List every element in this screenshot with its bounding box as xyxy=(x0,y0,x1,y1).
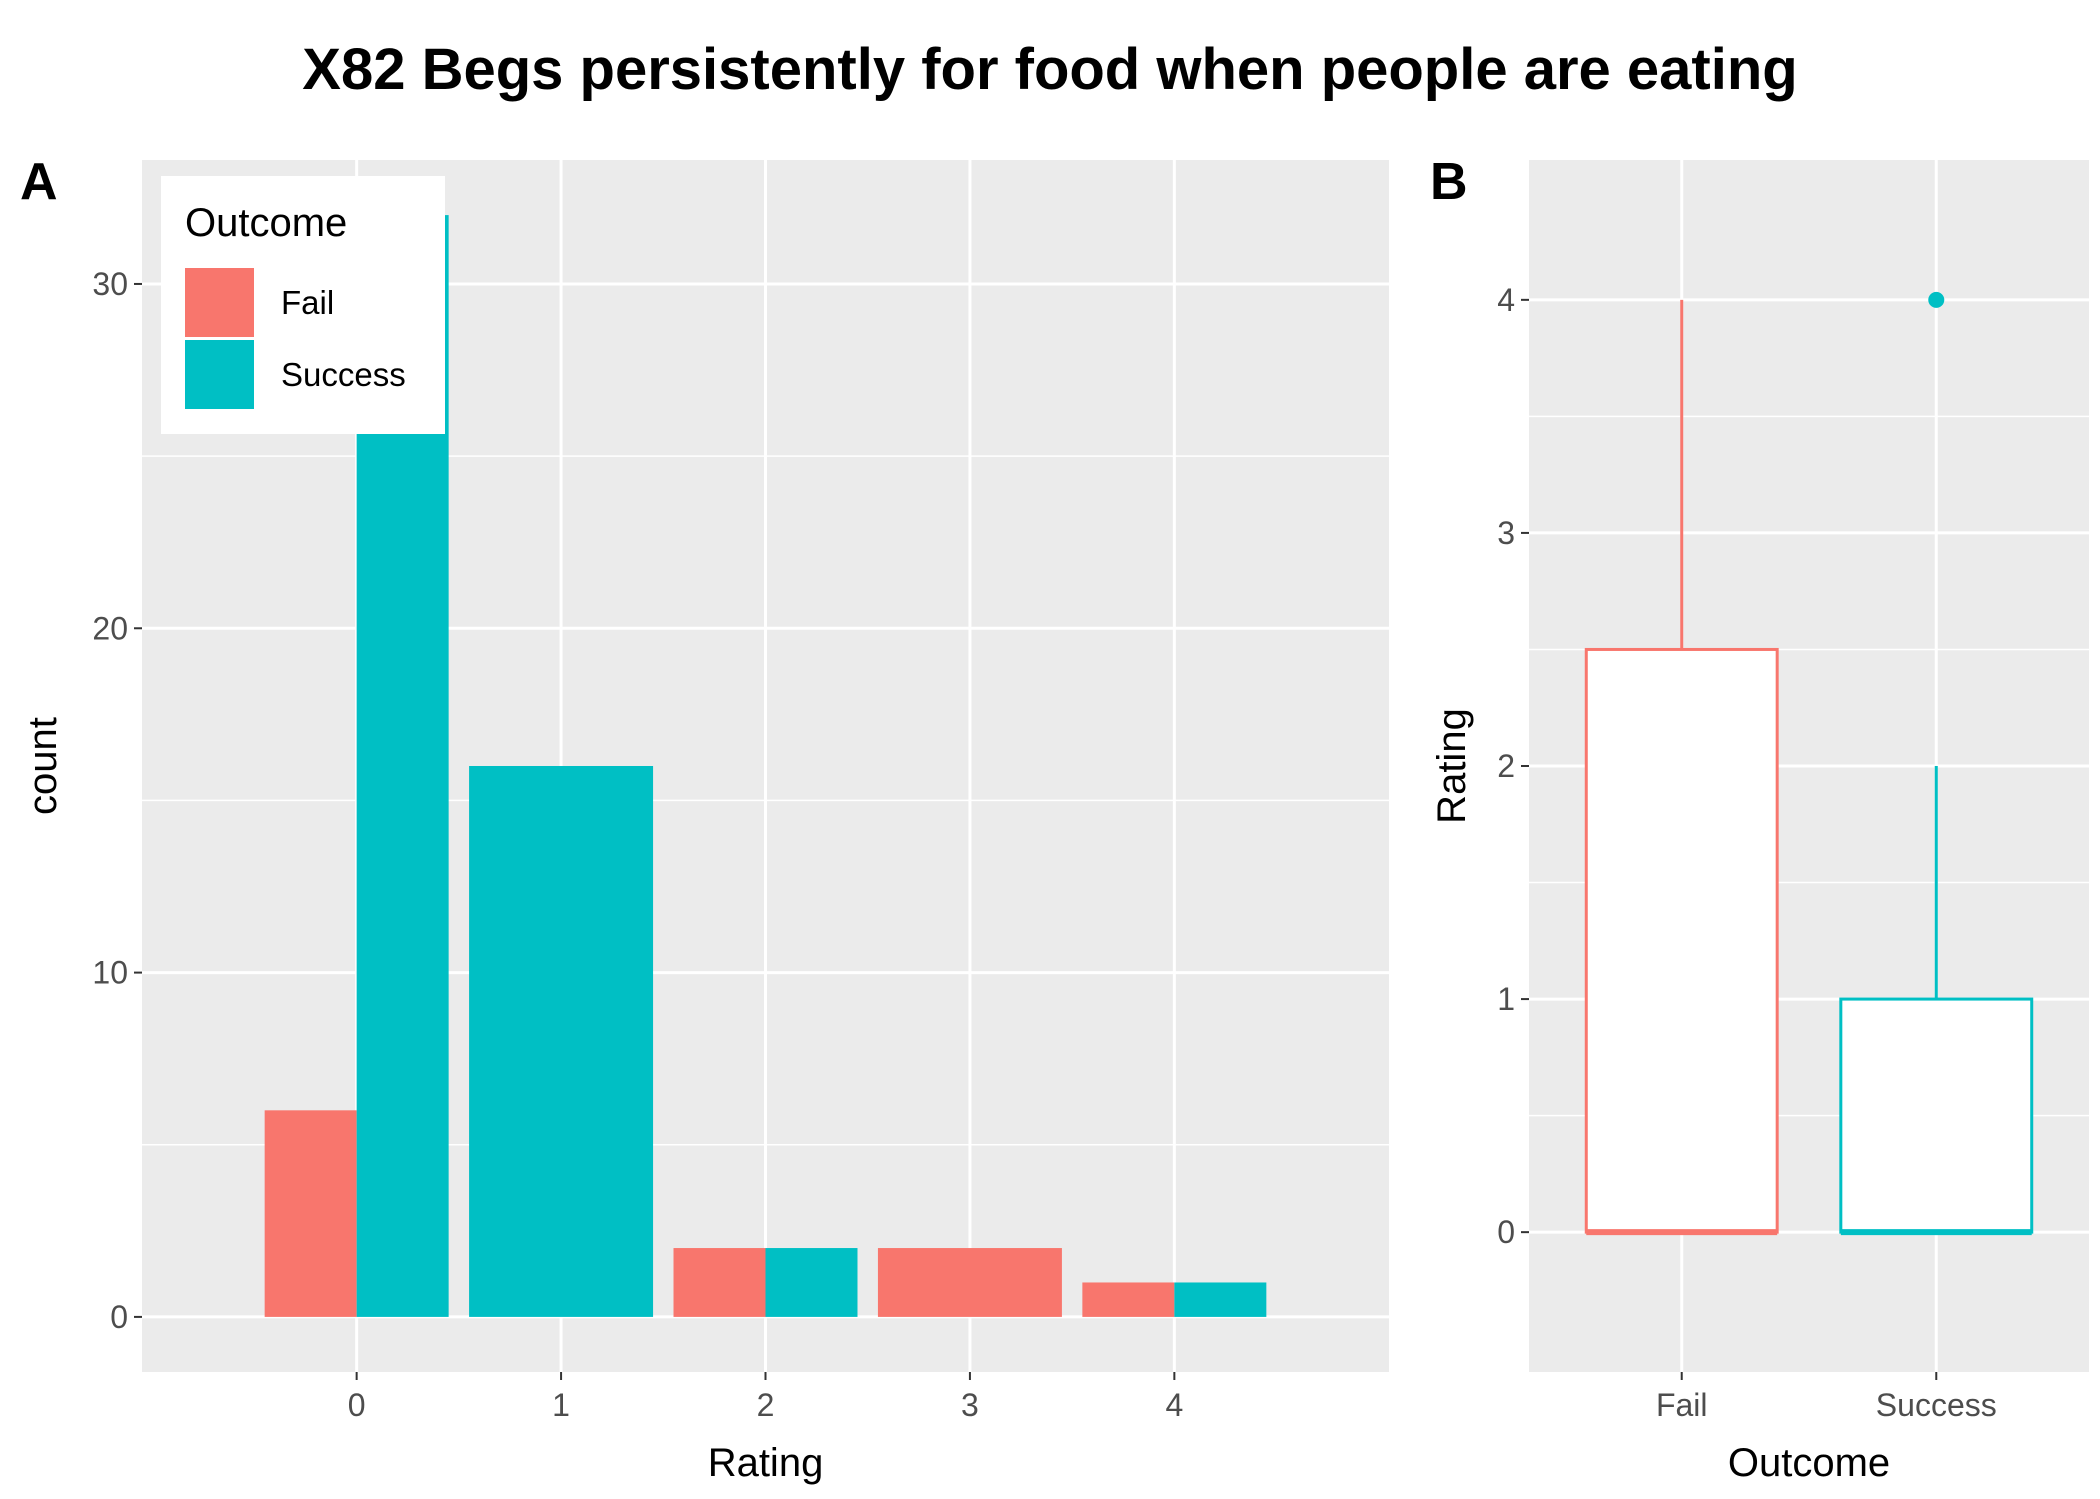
bar-success-rating-2 xyxy=(765,1248,858,1317)
boxplot-success-box xyxy=(1839,997,2034,1234)
panel-a-y-axis-title: count xyxy=(21,717,65,815)
bar-success-rating-4 xyxy=(1174,1282,1267,1317)
panel-a-x-tick-label: 2 xyxy=(757,1387,775,1423)
panel-b-x-tick-label: Success xyxy=(1876,1387,1997,1423)
legend-key-success xyxy=(185,340,254,409)
bar-success-rating-1 xyxy=(469,766,654,1317)
panel-a-y-tick-label: 30 xyxy=(92,266,128,302)
legend-label-success: Success xyxy=(281,356,406,393)
panel-a-x-tick-label: 0 xyxy=(348,1387,366,1423)
panel-a-label: A xyxy=(20,153,58,211)
panel-a-bar-chart: 0 10 20 30 0 1 2 3 4 Rating count Outcome Fail Succes… xyxy=(21,160,1389,1485)
panel-a-x-tick-label: 4 xyxy=(1165,1387,1183,1423)
panel-b-boxplot: 0 1 2 3 4 Fail Success Outcome Rating xyxy=(1430,160,2089,1485)
bar-fail-rating-4 xyxy=(1082,1282,1175,1317)
legend-key-fail xyxy=(185,268,254,337)
panel-b-y-tick-label: 1 xyxy=(1497,981,1515,1017)
panel-b-y-tick-label: 3 xyxy=(1497,515,1515,551)
bar-fail-rating-3 xyxy=(877,1248,1062,1317)
panel-a-x-axis-title: Rating xyxy=(708,1441,824,1485)
panel-b-y-tick-label: 0 xyxy=(1497,1214,1515,1250)
legend-title: Outcome xyxy=(185,201,347,245)
legend: Outcome Fail Success xyxy=(161,176,445,434)
bar-fail-rating-0 xyxy=(264,1110,357,1317)
boxplot-fail-box xyxy=(1584,647,1779,1234)
boxplot-success-outlier xyxy=(1928,291,1945,308)
panel-b-label: B xyxy=(1430,153,1468,211)
panel-a-y-tick-label: 0 xyxy=(110,1299,128,1335)
chart-title: X82 Begs persistently for food when peop… xyxy=(302,37,1798,102)
panel-a-y-tick-label: 20 xyxy=(92,610,128,646)
legend-label-fail: Fail xyxy=(281,284,334,321)
panel-a-y-tick-label: 10 xyxy=(92,955,128,991)
panel-a-x-tick-label: 3 xyxy=(961,1387,979,1423)
panel-b-y-tick-label: 4 xyxy=(1497,282,1515,318)
panel-b-x-tick-label: Fail xyxy=(1656,1387,1708,1423)
panel-b-x-axis-title: Outcome xyxy=(1728,1441,1890,1485)
panel-b-y-axis-title: Rating xyxy=(1430,708,1474,824)
bar-fail-rating-2 xyxy=(673,1248,766,1317)
panel-b-y-tick-label: 2 xyxy=(1497,748,1515,784)
panel-a-x-tick-label: 1 xyxy=(552,1387,570,1423)
